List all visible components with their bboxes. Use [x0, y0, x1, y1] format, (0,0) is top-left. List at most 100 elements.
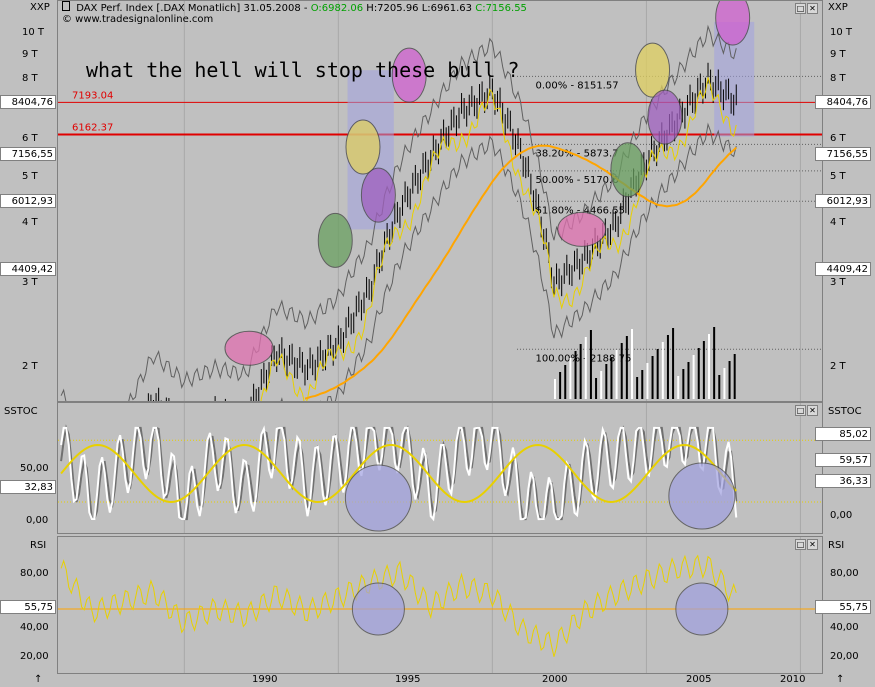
volume-bar: [656, 349, 659, 399]
right-price-box-3: 6012,93: [815, 194, 871, 208]
pane-close-button[interactable]: ✕: [807, 3, 818, 14]
price-tick: 4 T: [22, 217, 38, 229]
rsi-label-left: RSI: [30, 540, 47, 551]
x-tick-1995: 1995: [395, 674, 421, 685]
signal-line: [260, 77, 737, 401]
volume-bar: [723, 368, 726, 399]
rsi-right-tick-20: 20,00: [830, 651, 859, 662]
close-value: C:7156.55: [475, 3, 527, 14]
volume-bar: [682, 369, 685, 399]
sstoc-right-box-3: 36,33: [815, 474, 871, 488]
volume-bar: [651, 356, 654, 399]
lower-band: [280, 122, 737, 401]
highlight-ellipse: [224, 330, 274, 366]
volume-bar: [687, 362, 690, 399]
volume-bar: [564, 365, 567, 399]
rsi-tick-80: 80,00: [20, 568, 49, 579]
rsi-line: [60, 554, 737, 657]
sstoc-maximize-button[interactable]: □: [795, 405, 806, 416]
price-tick: 4 T: [830, 217, 846, 229]
rsi-label-right: RSI: [828, 540, 845, 551]
right-price-box-2: 7156,55: [815, 147, 871, 161]
sstoc-chart: [58, 403, 822, 533]
price-pane: 0.00% - 8151.57 38.20% - 5873.7 50.00% - 5…: [57, 0, 823, 402]
highlight-ellipse: [360, 167, 396, 223]
volume-bar: [713, 327, 716, 399]
price-tick: 10 T: [830, 27, 853, 38]
volume-bar: [615, 350, 618, 399]
annotation-text: what the hell will stop these bull ?: [86, 58, 520, 82]
fibo-label: 38.20% - 5873.7: [536, 148, 619, 159]
rsi-chart: [58, 537, 822, 673]
highlight-ellipse: [344, 464, 412, 532]
volume-bar: [579, 344, 582, 399]
rsi-maximize-button[interactable]: □: [795, 539, 806, 550]
legend-marker-icon: [62, 1, 70, 11]
volume-bar: [595, 378, 598, 399]
volume-bar: [559, 372, 562, 399]
volume-bar: [569, 358, 572, 399]
price-chart: 0.00% - 8151.57 38.20% - 5873.7 50.00% - 5…: [58, 1, 822, 401]
low-value: L:6961.63: [421, 3, 473, 14]
price-tick: 2 T: [22, 361, 38, 372]
open-value: O:6982.06: [310, 3, 364, 14]
price-tick: 3 T: [830, 276, 846, 288]
price-tick: 8 T: [22, 73, 38, 85]
highlight-ellipse: [610, 142, 646, 198]
price-label-left: XXP: [30, 2, 50, 13]
volume-bar: [672, 328, 675, 399]
volume-bar: [625, 336, 628, 399]
price-tick: 5 T: [830, 170, 846, 182]
volume-bar: [600, 371, 603, 399]
fibo-label: 0.00% - 8151.57: [536, 80, 619, 91]
volume-bar: [646, 363, 649, 399]
right-price-box-4: 4409,42: [815, 262, 871, 276]
sma-line: [304, 144, 737, 400]
sstoc-tick-50: 50,00: [20, 463, 49, 474]
level-label: 6162.37: [72, 122, 113, 133]
sstoc-pane: ✕ □: [57, 402, 823, 534]
scroll-right-arrow-icon[interactable]: ↑: [836, 674, 845, 685]
volume-bar: [605, 364, 608, 399]
signal-line: [60, 444, 737, 504]
left-price-box-1: 8404,76: [0, 95, 56, 109]
volume-bar: [553, 379, 556, 399]
volume-bar: [641, 370, 644, 399]
fibo-label: 61.80% - 4466.55: [536, 205, 625, 216]
volume-bar: [636, 377, 639, 399]
highlight-ellipse: [557, 211, 607, 247]
sstoc-right-tick-0: 0,00: [830, 510, 853, 521]
scroll-left-arrow-icon[interactable]: ↑: [34, 674, 43, 685]
chart-header: DAX Perf. Index [.DAX Monatlich] 31.05.2…: [62, 1, 527, 14]
symbol-title: DAX Perf. Index [.DAX Monatlich] 31.05.2…: [76, 3, 301, 14]
volume-bar: [718, 375, 721, 399]
price-tick: 9 T: [22, 48, 38, 60]
volume-bar: [631, 329, 633, 399]
high-value: H:7205.96: [366, 3, 419, 14]
volume-bar: [589, 330, 592, 399]
pane-maximize-button[interactable]: □: [795, 3, 806, 14]
x-tick-2000: 2000: [542, 674, 568, 685]
left-price-box-3: 6012,93: [0, 194, 56, 208]
rsi-close-button[interactable]: ✕: [807, 539, 818, 550]
right-price-box-1: 8404,76: [815, 95, 871, 109]
price-tick: 10 T: [22, 27, 45, 38]
rsi-right-box: 55,75: [815, 600, 871, 614]
rsi-tick-20: 20,00: [20, 651, 49, 662]
sstoc-left-box: 32,83: [0, 480, 56, 494]
x-tick-1990: 1990: [252, 674, 278, 685]
left-price-box-2: 7156,55: [0, 147, 56, 161]
volume-bar: [574, 351, 577, 399]
level-label: 7193.04: [72, 90, 113, 101]
volume-bar: [728, 361, 731, 399]
rsi-pane: ✕ □: [57, 536, 823, 674]
volume-bar: [610, 357, 613, 399]
sstoc-right-box-1: 85,02: [815, 427, 871, 441]
volume-bar: [620, 343, 623, 399]
price-tick: 6 T: [830, 133, 846, 144]
price-tick: 9 T: [830, 48, 846, 60]
rsi-left-box: 55,75: [0, 600, 56, 614]
price-tick: 6 T: [22, 133, 38, 144]
left-price-box-4: 4409,42: [0, 262, 56, 276]
sstoc-close-button[interactable]: ✕: [807, 405, 818, 416]
